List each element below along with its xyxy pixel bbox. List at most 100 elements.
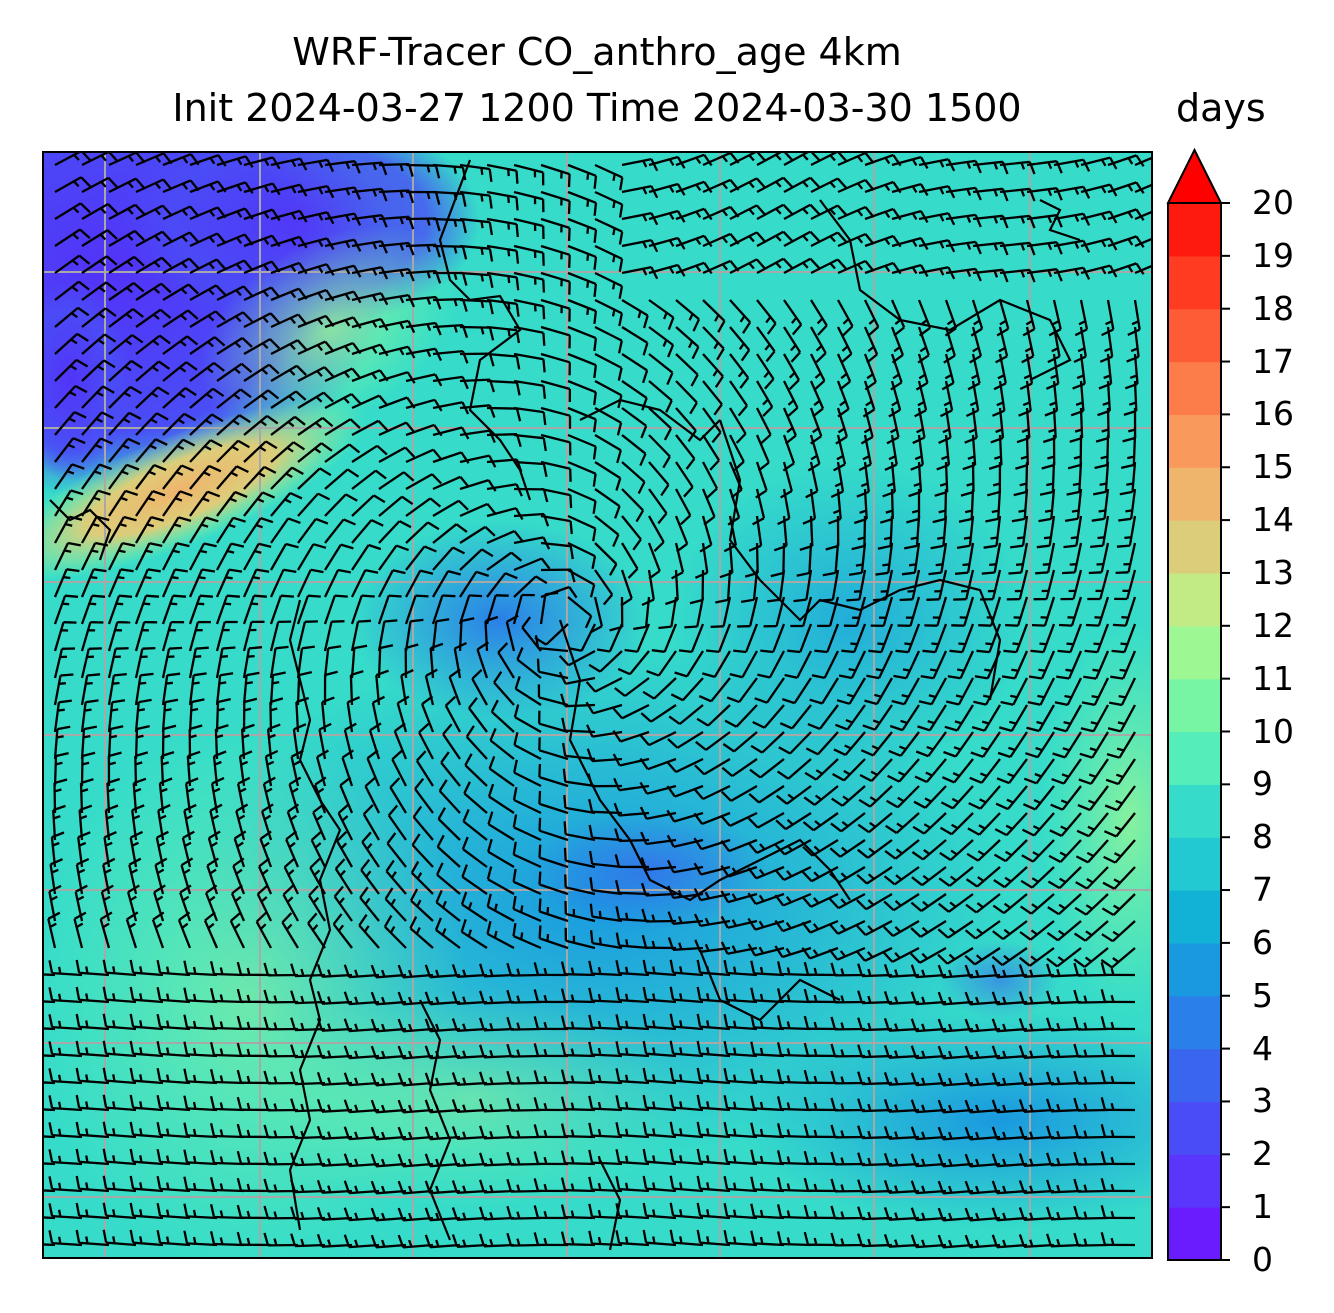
wind-barb bbox=[261, 803, 274, 841]
wind-barb bbox=[400, 669, 414, 706]
wind-barb bbox=[1031, 596, 1056, 627]
wind-barb bbox=[594, 461, 622, 491]
wind-barb bbox=[617, 650, 650, 676]
wind-barb bbox=[1095, 407, 1110, 443]
wind-barb bbox=[1015, 434, 1029, 470]
wind-barb bbox=[1112, 596, 1137, 627]
wind-barb bbox=[594, 271, 624, 300]
wind-barb bbox=[188, 698, 205, 733]
wind-barb bbox=[588, 1122, 623, 1139]
wind-barb bbox=[1079, 731, 1109, 759]
wind-barb bbox=[290, 1125, 326, 1140]
wind-barb bbox=[362, 804, 380, 841]
wind-barb bbox=[642, 1202, 677, 1220]
wind-barb bbox=[693, 784, 731, 801]
wind-barb bbox=[648, 380, 673, 413]
wind-barb bbox=[836, 677, 866, 705]
wind-barb bbox=[964, 991, 1001, 1006]
wind-barb bbox=[316, 1179, 353, 1194]
wind-barb bbox=[102, 959, 137, 977]
wind-barb bbox=[756, 230, 794, 248]
wind-barb bbox=[75, 986, 110, 1004]
wind-barb bbox=[1060, 569, 1083, 601]
wind-barb bbox=[588, 1230, 623, 1247]
wind-barb bbox=[910, 1045, 947, 1060]
wind-barb bbox=[216, 337, 253, 355]
wind-barb bbox=[740, 569, 759, 604]
wind-barb bbox=[129, 1121, 164, 1139]
wind-barb bbox=[453, 641, 467, 679]
wind-barb bbox=[560, 1042, 596, 1058]
wind-barb bbox=[297, 391, 334, 409]
wind-barb bbox=[642, 1067, 677, 1085]
wind-barb bbox=[830, 1016, 866, 1031]
wind-barb bbox=[497, 642, 515, 679]
wind-barb bbox=[135, 490, 166, 517]
wind-barb bbox=[1057, 623, 1083, 654]
wind-barb bbox=[783, 230, 821, 248]
wind-barb bbox=[1036, 515, 1056, 549]
wind-barb bbox=[991, 1018, 1028, 1033]
wind-barb bbox=[693, 811, 731, 825]
wind-barb bbox=[883, 893, 920, 912]
wind-barb bbox=[343, 1234, 380, 1249]
wind-barb bbox=[444, 695, 462, 733]
wind-barb bbox=[189, 284, 227, 302]
wind-barb bbox=[343, 1180, 380, 1195]
wind-barb bbox=[370, 991, 407, 1006]
wind-barb bbox=[913, 785, 947, 809]
wind-barb bbox=[506, 1070, 542, 1085]
wind-barb bbox=[432, 546, 466, 571]
wind-barb bbox=[1018, 991, 1055, 1005]
colorbar-units-label: days bbox=[1176, 86, 1266, 130]
wind-barb bbox=[694, 542, 709, 579]
wind-barb bbox=[243, 465, 277, 490]
wind-barb bbox=[729, 152, 767, 167]
wind-barb bbox=[1078, 758, 1109, 785]
wind-barb bbox=[750, 1095, 785, 1112]
wind-barb bbox=[236, 1096, 272, 1112]
wind-barb bbox=[216, 516, 246, 544]
wind-barb bbox=[236, 1150, 272, 1166]
wind-barb bbox=[674, 650, 704, 678]
colorbar-segment bbox=[1168, 731, 1221, 785]
wind-barb bbox=[833, 731, 866, 756]
wind-barb bbox=[513, 460, 548, 478]
wind-barb bbox=[538, 737, 569, 761]
wind-barb bbox=[459, 352, 495, 367]
wind-barb bbox=[1046, 1206, 1082, 1221]
wind-barb bbox=[1073, 947, 1109, 968]
wind-barb bbox=[129, 1067, 164, 1085]
wind-barb bbox=[937, 964, 974, 979]
wind-barb bbox=[205, 884, 219, 922]
wind-barb bbox=[533, 1097, 569, 1112]
wind-barb bbox=[883, 1207, 920, 1221]
wind-barb bbox=[297, 467, 332, 490]
wind-barb bbox=[461, 864, 488, 895]
wind-barb bbox=[538, 790, 569, 815]
wind-barb bbox=[828, 919, 866, 935]
wind-barb bbox=[216, 181, 254, 194]
wind-barb bbox=[397, 1180, 434, 1195]
wind-barb bbox=[180, 857, 194, 895]
wind-barb bbox=[675, 153, 713, 167]
wind-barb bbox=[1053, 212, 1091, 226]
wind-barb bbox=[323, 568, 352, 598]
wind-barb bbox=[910, 1018, 947, 1033]
wind-barb bbox=[156, 1067, 191, 1085]
wind-barb bbox=[983, 515, 1002, 549]
wind-barb bbox=[814, 623, 840, 654]
wind-barb bbox=[615, 1203, 650, 1220]
wind-barb bbox=[757, 650, 786, 679]
wind-barb bbox=[108, 282, 145, 301]
wind-barb bbox=[107, 725, 124, 760]
wind-barb bbox=[856, 893, 893, 911]
wind-barb bbox=[567, 271, 598, 298]
wind-barb bbox=[621, 299, 649, 329]
wind-barb bbox=[883, 1153, 920, 1167]
wind-barb bbox=[290, 1152, 326, 1167]
colorbar-tick-label: 9 bbox=[1252, 764, 1273, 804]
colorbar-tick-label: 7 bbox=[1252, 870, 1273, 910]
wind-barb bbox=[370, 1234, 407, 1249]
